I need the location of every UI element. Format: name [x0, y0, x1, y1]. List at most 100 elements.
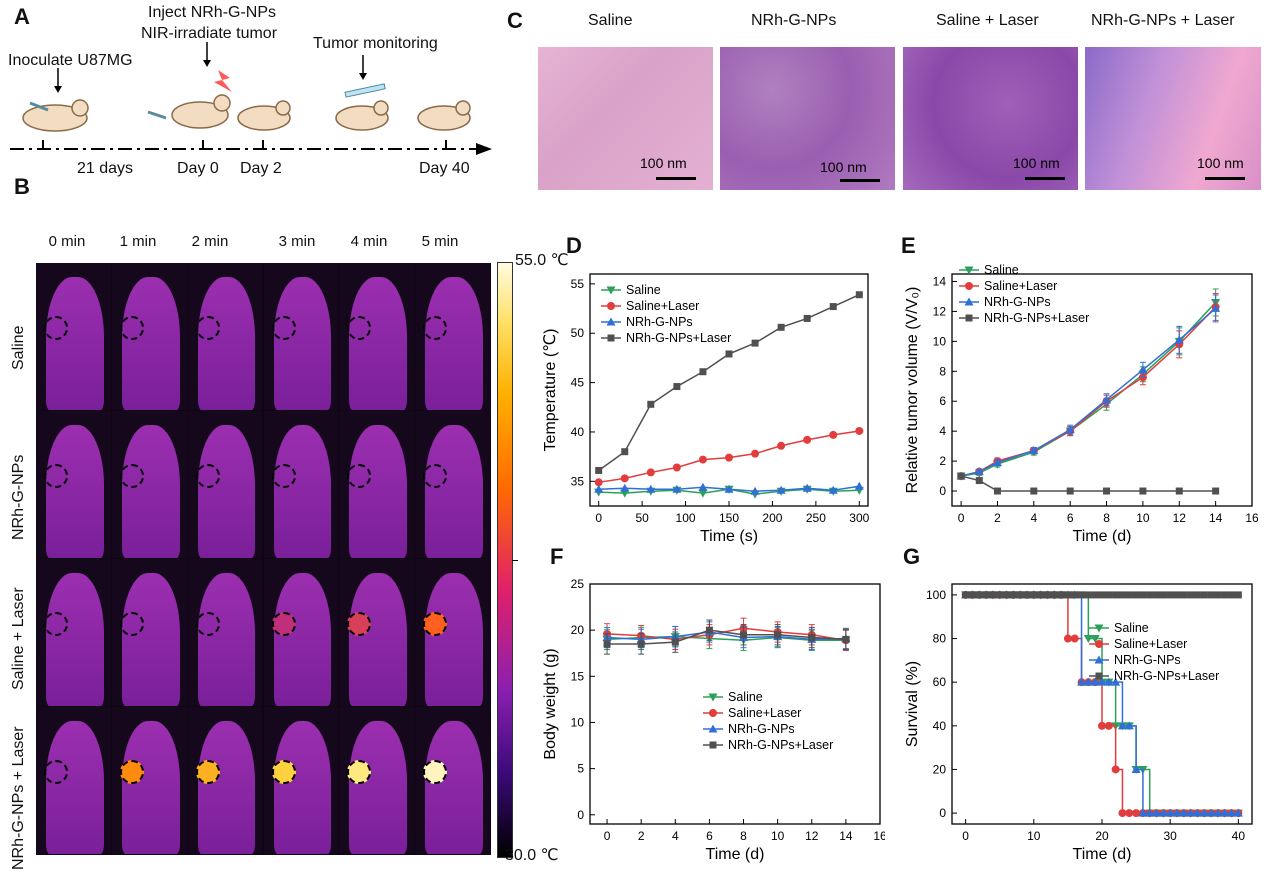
data-point: [1233, 808, 1243, 817]
mouse-silhouette: [121, 573, 180, 706]
tumor-region: [119, 464, 144, 489]
data-point: [1146, 591, 1154, 599]
data-point: [1090, 635, 1100, 644]
y-tick-label: 0: [939, 806, 946, 820]
panel-a-letter: A: [14, 4, 30, 29]
mouse-silhouette: [121, 277, 180, 410]
data-point: [774, 631, 782, 639]
x-tick-label: 250: [806, 511, 826, 525]
data-point: [1193, 591, 1201, 599]
data-point: [1078, 591, 1086, 599]
legend-label: Saline: [728, 690, 763, 704]
mouse-silhouette: [46, 425, 104, 558]
data-point: [594, 478, 603, 487]
mouse-silhouette: [425, 277, 483, 410]
thermal-image: [111, 411, 187, 558]
data-point: [1206, 808, 1216, 817]
data-point: [1066, 487, 1074, 495]
data-point: [750, 486, 760, 495]
data-point: [803, 314, 811, 322]
data-point: [828, 485, 838, 494]
scale-bar: [1025, 177, 1065, 180]
x-axis-label: Time (s): [700, 528, 758, 545]
data-point: [620, 483, 630, 492]
x-tick-label: 8: [1103, 511, 1110, 525]
x-tick-label: 300: [849, 511, 869, 525]
plot-frame: [589, 583, 881, 825]
data-point: [1132, 809, 1141, 818]
time-label: 0 min: [48, 233, 86, 250]
thermal-image: [111, 707, 187, 854]
series-line: [607, 635, 846, 642]
series-nrh-g-nps-laser: [962, 591, 1242, 599]
data-point: [1103, 487, 1111, 495]
mouse-silhouette: [46, 721, 104, 854]
mouse-silhouette: [349, 721, 408, 854]
timeline-day0: Day 0: [177, 160, 219, 177]
data-point: [962, 591, 970, 599]
data-point: [1220, 808, 1230, 817]
x-axis-label: Time (d): [1073, 846, 1132, 863]
data-point: [1016, 591, 1024, 599]
mouse-silhouette: [425, 425, 483, 558]
y-tick-label: 60: [933, 675, 947, 689]
mouse-silhouette: [425, 573, 483, 706]
syringe-icon: [147, 110, 167, 120]
temperature-colorbar: [497, 262, 513, 858]
monitoring-label: Tumor monitoring: [313, 35, 438, 52]
data-point: [957, 472, 965, 480]
data-point: [1214, 591, 1222, 599]
mouse-silhouette: [46, 573, 104, 706]
data-point: [705, 626, 713, 634]
y-tick-label: 12: [933, 304, 947, 318]
data-point: [777, 323, 785, 331]
legend: Saline Saline+Laser NRh-G-NPs NRh-G-NPs+Las…: [1089, 621, 1219, 683]
timeline-day40: Day 40: [419, 160, 470, 177]
data-point: [802, 483, 812, 492]
data-point: [672, 463, 681, 472]
y-tick-label: 10: [933, 334, 947, 348]
y-tick-label: 45: [571, 376, 585, 390]
inject-label: Inject NRh-G-NPs: [148, 4, 277, 21]
mouse-silhouette: [273, 425, 332, 558]
thermal-image: [339, 707, 415, 854]
row-label: Saline + Laser: [10, 587, 27, 690]
data-point: [996, 591, 1004, 599]
data-point: [725, 453, 733, 462]
data-point: [1166, 591, 1174, 599]
mouse-silhouette: [46, 277, 104, 410]
series-nrh-g-nps: [594, 481, 864, 495]
data-point: [968, 591, 976, 599]
thermal-image: [415, 263, 490, 410]
x-tick-label: 30: [1164, 829, 1178, 843]
legend-label: NRh-G-NPs+Laser: [1114, 669, 1219, 683]
x-tick-label: 16: [1245, 511, 1259, 525]
laser-icon: [214, 70, 232, 92]
tumor-volume-chart: 0 2 4 6 8 10 12 14 16 0 2 4 6 8 10 12 14 Time (d) Relative…: [904, 263, 1259, 545]
data-point: [777, 441, 786, 450]
data-point: [1138, 808, 1148, 817]
y-tick-label: 20: [571, 623, 585, 637]
time-label: 5 min: [421, 233, 459, 250]
thermal-image: [415, 707, 490, 854]
data-point: [1102, 395, 1112, 404]
data-point: [646, 484, 656, 493]
series-line: [960, 306, 1217, 477]
x-tick-label: 10: [1136, 511, 1150, 525]
scale-bar: [656, 177, 696, 180]
thermal-image: [415, 411, 490, 558]
y-tick-label: 10: [571, 715, 585, 729]
legend-label: NRh-G-NPs: [1114, 653, 1181, 667]
mouse-silhouette: [197, 573, 256, 706]
thermal-image: [36, 411, 111, 558]
x-tick-label: 6: [1067, 511, 1074, 525]
histology-image: 100 nm: [1085, 47, 1261, 190]
data-point: [1064, 591, 1072, 599]
time-label: 1 min: [119, 233, 157, 250]
thermal-image: [415, 559, 490, 706]
data-point: [1192, 808, 1202, 817]
y-axis-label: Relative tumor volume (V/V₀): [904, 287, 921, 494]
data-point: [1009, 591, 1017, 599]
body-weight-chart: 0 2 4 6 8 10 12 14 16 0 5 10 15 20 25 Time (d) Body weig…: [542, 577, 885, 863]
data-point: [620, 474, 629, 483]
